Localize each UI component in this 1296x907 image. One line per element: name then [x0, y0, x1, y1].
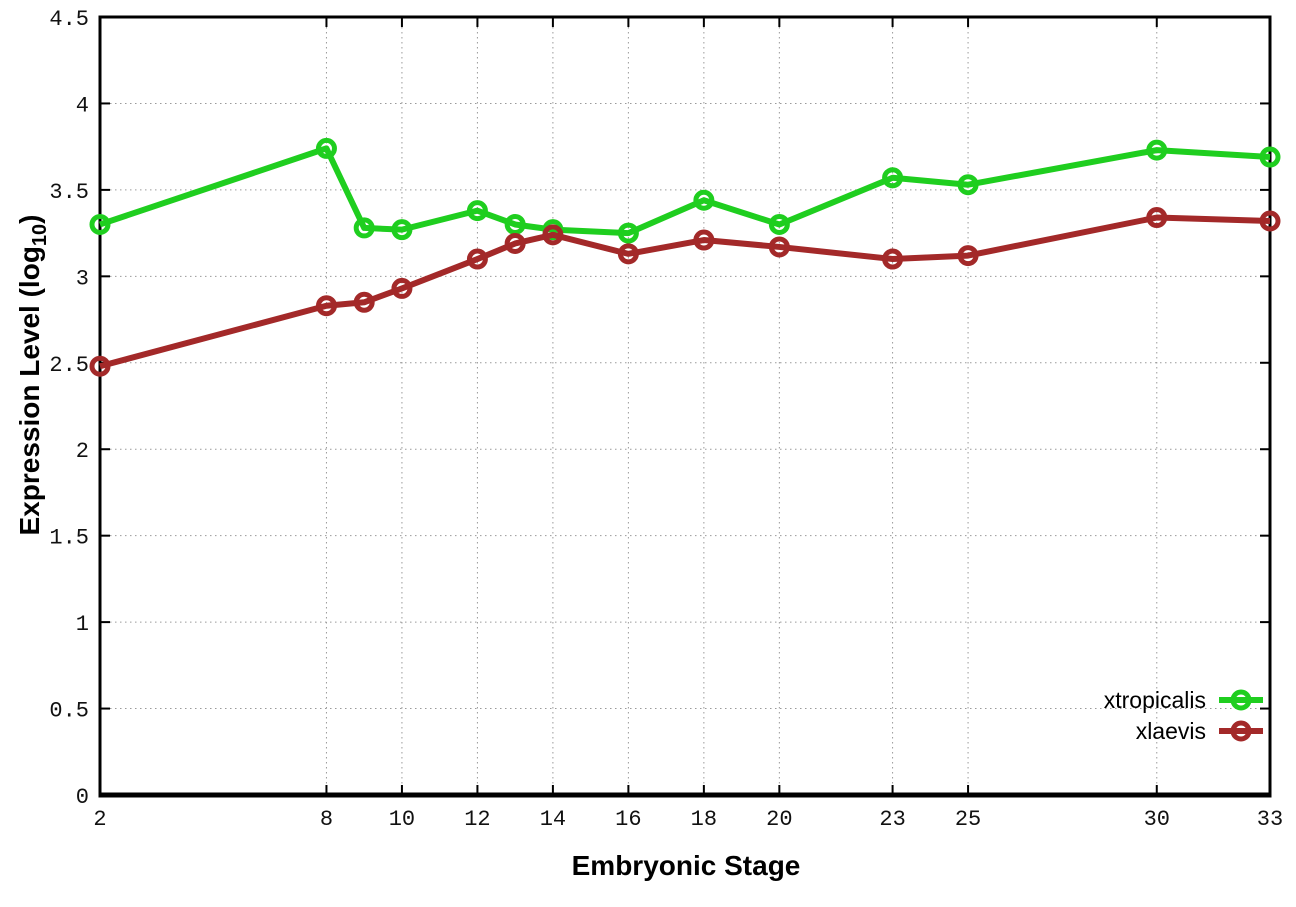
data-point-xtropicalis [504, 213, 526, 235]
data-point-xlaevis [1146, 207, 1168, 229]
data-point-xtropicalis [768, 213, 790, 235]
data-point-xtropicalis [617, 222, 639, 244]
data-point-xtropicalis [353, 217, 375, 239]
tick-marks [99, 16, 1271, 796]
plot-border [98, 15, 1272, 797]
legend-marker-xlaevis [1230, 720, 1252, 742]
data-point-xlaevis [315, 295, 337, 317]
legend-label-xlaevis: xlaevis [1136, 718, 1206, 744]
y-tick-label: 2.5 [49, 353, 89, 378]
series-xtropicalis [89, 137, 1281, 244]
gridlines [99, 16, 1271, 796]
y-tick-label: 4 [76, 93, 89, 118]
y-axis-title: Expression Level (log10) [14, 215, 52, 536]
data-point-xtropicalis [957, 174, 979, 196]
data-point-xtropicalis [693, 189, 715, 211]
y-axis-title-subscript: 10 [29, 223, 51, 247]
x-tick-label: 23 [879, 807, 905, 832]
data-point-xlaevis [504, 232, 526, 254]
x-tick-label: 20 [766, 807, 792, 832]
data-point-xlaevis [1259, 210, 1281, 232]
y-tick-label: 1 [76, 612, 89, 637]
y-tick-label: 4.5 [49, 7, 89, 32]
x-tick-label: 12 [464, 807, 490, 832]
data-point-xlaevis [617, 243, 639, 265]
data-point-xtropicalis [1146, 139, 1168, 161]
data-point-xlaevis [693, 229, 715, 251]
series-line-xtropicalis [99, 145, 1271, 237]
x-tick-label: 18 [691, 807, 717, 832]
y-tick-label: 0.5 [49, 699, 89, 724]
y-tick-labels: 0 0.5 1 1.5 2 2.5 3 3.5 4 4.5 [49, 7, 89, 810]
data-point-xlaevis [542, 224, 564, 246]
x-tick-label: 16 [615, 807, 641, 832]
x-tick-label: 8 [320, 807, 333, 832]
x-tick-label: 25 [955, 807, 981, 832]
y-tick-label: 2 [76, 439, 89, 464]
data-point-xlaevis [89, 355, 111, 377]
x-tick-label: 10 [389, 807, 415, 832]
x-tick-labels: 2 8 10 12 14 16 18 20 23 25 30 33 [93, 807, 1283, 832]
y-tick-label: 1.5 [49, 526, 89, 551]
data-point-xlaevis [957, 245, 979, 267]
data-point-xtropicalis [1259, 146, 1281, 168]
x-tick-label: 2 [93, 807, 106, 832]
x-tick-label: 30 [1144, 807, 1170, 832]
data-point-xlaevis [768, 236, 790, 258]
data-point-xlaevis [391, 277, 413, 299]
data-point-xlaevis [882, 248, 904, 270]
data-point-xlaevis [466, 248, 488, 270]
series-xlaevis [89, 207, 1281, 377]
y-axis-title-end: ) [14, 214, 45, 224]
data-point-xtropicalis [466, 200, 488, 222]
legend-marker-xtropicalis [1230, 689, 1252, 711]
legend-label-xtropicalis: xtropicalis [1104, 687, 1206, 713]
y-tick-label: 0 [76, 785, 89, 810]
data-point-xtropicalis [315, 137, 337, 159]
y-tick-label: 3 [76, 266, 89, 291]
data-point-xtropicalis [89, 213, 111, 235]
x-axis-title: Embryonic Stage [571, 850, 801, 881]
legend: xtropicalis xlaevis [1104, 687, 1263, 744]
x-tick-label: 33 [1257, 807, 1283, 832]
y-axis-title-main: Expression Level (log [14, 246, 45, 536]
data-point-xtropicalis [391, 219, 413, 241]
data-point-xlaevis [353, 291, 375, 313]
y-tick-label: 3.5 [49, 180, 89, 205]
data-point-xtropicalis [882, 167, 904, 189]
x-tick-label: 14 [540, 807, 566, 832]
series-line-xlaevis [99, 214, 1271, 370]
